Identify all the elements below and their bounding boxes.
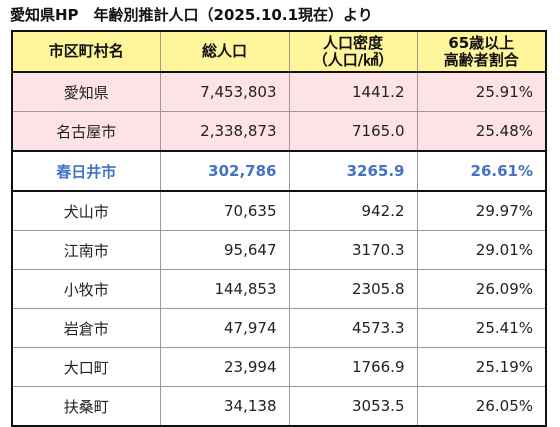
header-total-population-label: 総人口 bbox=[201, 42, 247, 60]
cell-population-density: 3265.9 bbox=[288, 150, 418, 192]
cell-elderly-ratio: 25.48% bbox=[416, 111, 547, 152]
cell-municipality-name: 岩倉市 bbox=[11, 308, 161, 348]
cell-municipality-name: 扶桑町 bbox=[11, 386, 161, 427]
cell-population-density: 2305.8 bbox=[288, 269, 418, 309]
table-row: 名古屋市 2,338,873 7165.0 25.48% bbox=[11, 111, 547, 152]
cell-municipality-name: 小牧市 bbox=[11, 269, 161, 309]
cell-total-population: 302,786 bbox=[159, 150, 290, 192]
cell-municipality-name: 江南市 bbox=[11, 230, 161, 270]
cell-population-density: 7165.0 bbox=[288, 111, 418, 152]
cell-total-population: 70,635 bbox=[159, 190, 290, 231]
header-municipality-label: 市区町村名 bbox=[48, 42, 124, 60]
header-total-population: 総人口 bbox=[159, 30, 290, 73]
table-row: 愛知県 7,453,803 1441.2 25.91% bbox=[11, 71, 547, 112]
header-density: 人口密度 （人口/㎢） bbox=[288, 30, 418, 73]
population-table: 市区町村名 総人口 人口密度 （人口/㎢） 65歳以上 高齢者割合 愛知県 7,4… bbox=[11, 30, 547, 427]
header-elderly-ratio: 65歳以上 高齢者割合 bbox=[416, 30, 547, 73]
cell-total-population: 144,853 bbox=[159, 269, 290, 309]
table-row: 犬山市 70,635 942.2 29.97% bbox=[11, 190, 547, 231]
cell-population-density: 3053.5 bbox=[288, 386, 418, 427]
cell-elderly-ratio: 25.91% bbox=[416, 71, 547, 112]
cell-total-population: 95,647 bbox=[159, 230, 290, 270]
header-elderly-line1: 65歳以上 bbox=[448, 33, 515, 52]
page-title: 愛知県HP 年齢別推計人口（2025.10.1現在）より bbox=[10, 6, 373, 24]
cell-population-density: 3170.3 bbox=[288, 230, 418, 270]
header-density-line1: 人口密度 bbox=[322, 33, 383, 52]
cell-total-population: 2,338,873 bbox=[159, 111, 290, 152]
cell-population-density: 4573.3 bbox=[288, 308, 418, 348]
cell-municipality-name: 大口町 bbox=[11, 347, 161, 387]
cell-municipality-name: 名古屋市 bbox=[11, 111, 161, 152]
cell-total-population: 47,974 bbox=[159, 308, 290, 348]
cell-elderly-ratio: 29.97% bbox=[416, 190, 547, 231]
header-density-line2: （人口/㎢） bbox=[312, 50, 394, 69]
table-row: 扶桑町 34,138 3053.5 26.05% bbox=[11, 386, 547, 427]
cell-total-population: 7,453,803 bbox=[159, 71, 290, 112]
cell-population-density: 1441.2 bbox=[288, 71, 418, 112]
header-municipality: 市区町村名 bbox=[11, 30, 161, 73]
table-row: 春日井市 302,786 3265.9 26.61% bbox=[11, 150, 547, 192]
cell-population-density: 942.2 bbox=[288, 190, 418, 231]
table-row: 小牧市 144,853 2305.8 26.09% bbox=[11, 269, 547, 309]
table-header-row: 市区町村名 総人口 人口密度 （人口/㎢） 65歳以上 高齢者割合 bbox=[11, 30, 547, 73]
cell-elderly-ratio: 25.19% bbox=[416, 347, 547, 387]
cell-elderly-ratio: 26.05% bbox=[416, 386, 547, 427]
cell-municipality-name: 春日井市 bbox=[11, 150, 161, 192]
table-row: 大口町 23,994 1766.9 25.19% bbox=[11, 347, 547, 387]
cell-total-population: 23,994 bbox=[159, 347, 290, 387]
cell-total-population: 34,138 bbox=[159, 386, 290, 427]
cell-population-density: 1766.9 bbox=[288, 347, 418, 387]
cell-municipality-name: 犬山市 bbox=[11, 190, 161, 231]
cell-elderly-ratio: 26.61% bbox=[416, 150, 547, 192]
cell-elderly-ratio: 25.41% bbox=[416, 308, 547, 348]
cell-municipality-name: 愛知県 bbox=[11, 71, 161, 112]
cell-elderly-ratio: 29.01% bbox=[416, 230, 547, 270]
cell-elderly-ratio: 26.09% bbox=[416, 269, 547, 309]
table-row: 岩倉市 47,974 4573.3 25.41% bbox=[11, 308, 547, 348]
table-row: 江南市 95,647 3170.3 29.01% bbox=[11, 230, 547, 270]
header-elderly-line2: 高齢者割合 bbox=[443, 50, 519, 69]
